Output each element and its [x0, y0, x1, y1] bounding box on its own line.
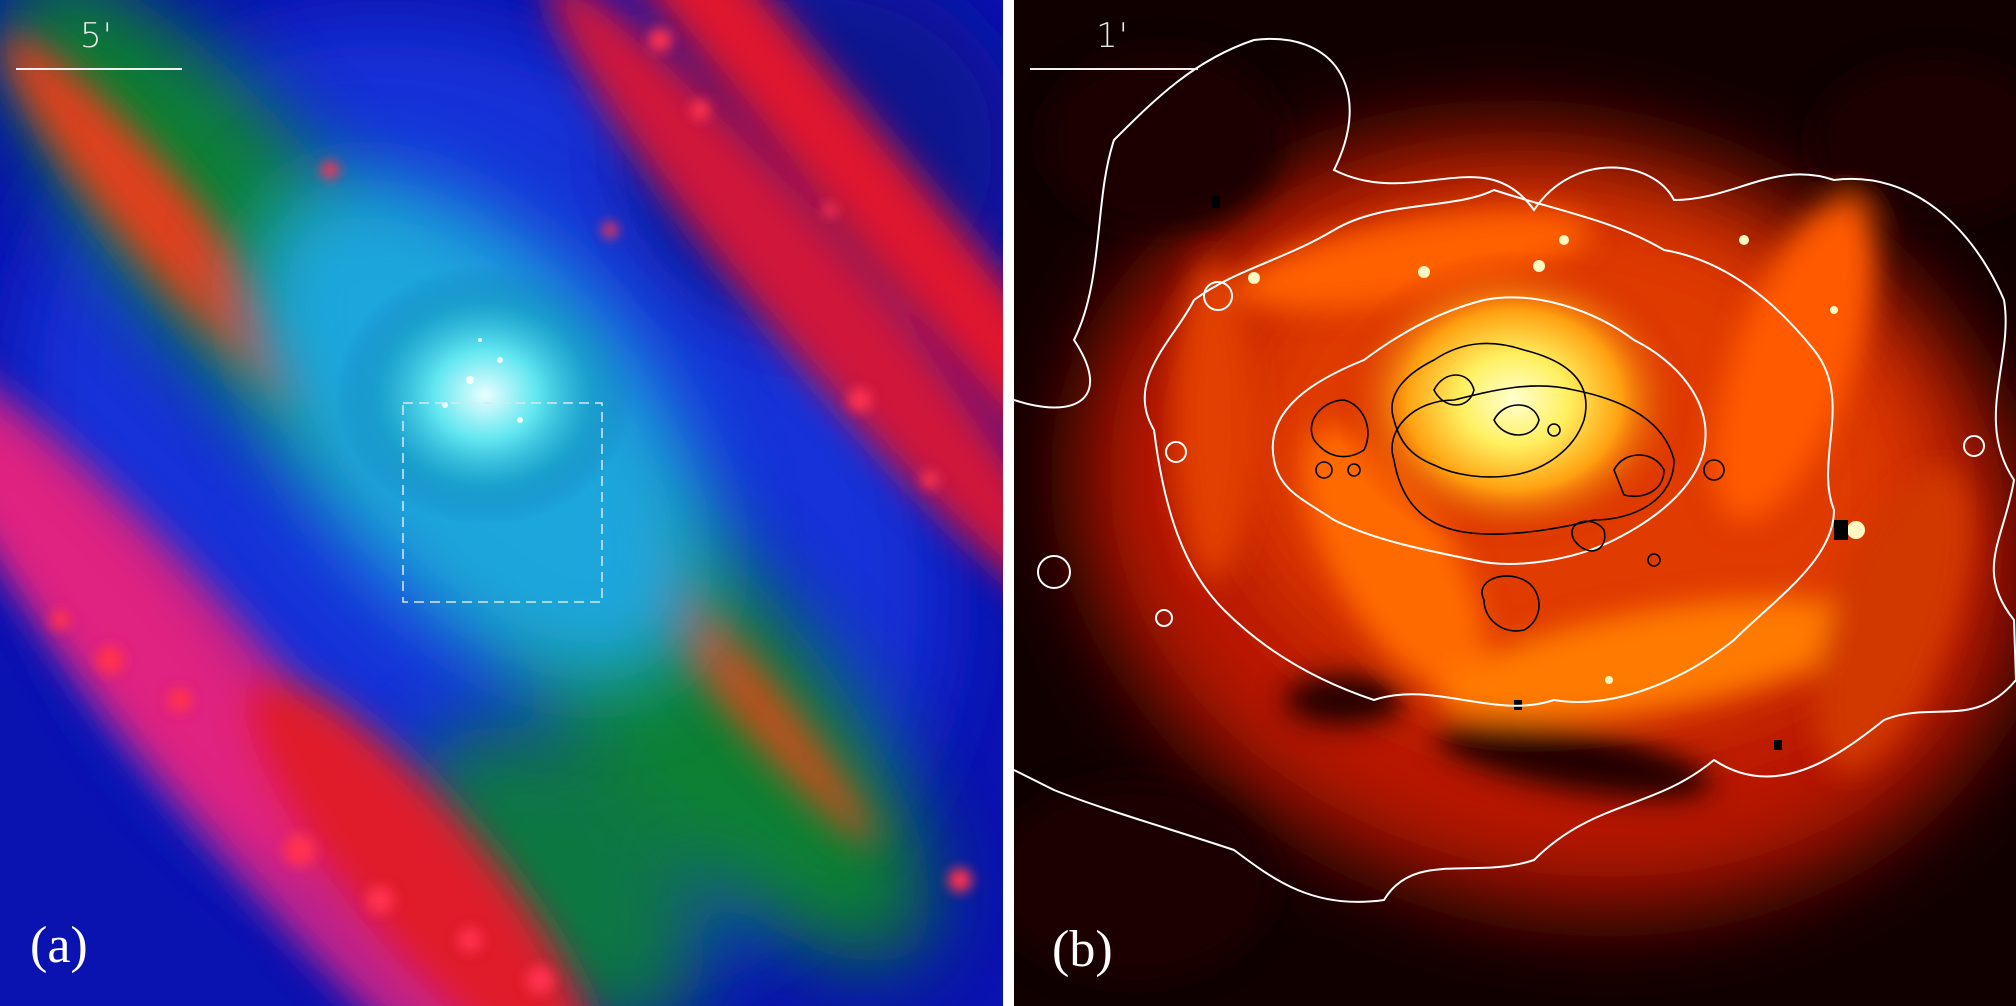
- panel-b-image: 1' (b): [1014, 0, 2016, 1006]
- panel-label-a: (a): [30, 917, 88, 974]
- panel-a-composite: [0, 0, 1003, 1006]
- panel-b-heatmap: [1014, 0, 2016, 1006]
- scale-label-b: 1': [1096, 16, 1129, 56]
- scale-bar-b: [1030, 68, 1198, 70]
- scale-bar-a: [16, 68, 182, 70]
- panel-a-image: 5' (a): [0, 0, 1003, 1006]
- zoom-region-box: [402, 402, 603, 603]
- panel-label-b: (b): [1052, 921, 1113, 978]
- scale-label-a: 5': [80, 16, 113, 56]
